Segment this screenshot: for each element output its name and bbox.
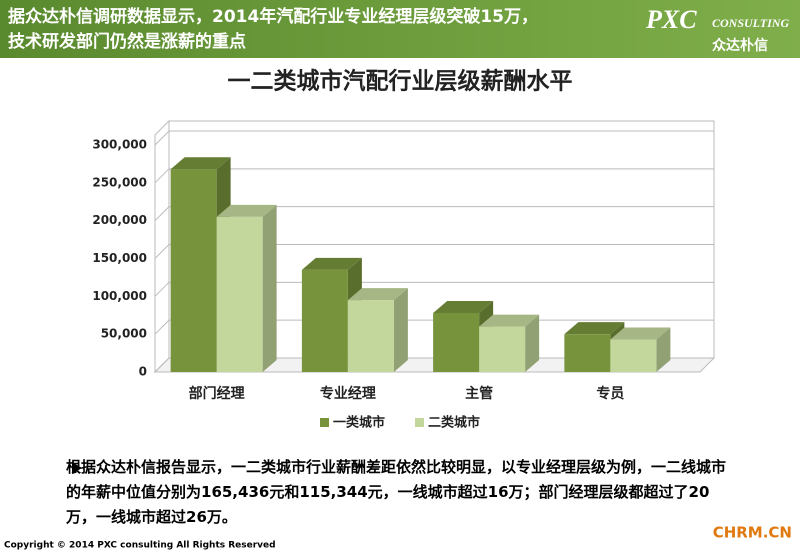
y-tick-label: 50,000: [101, 327, 147, 341]
legend-swatch: [415, 418, 424, 427]
bar-top: [170, 157, 231, 170]
bar-front: [216, 216, 263, 372]
bar-front: [347, 300, 394, 372]
bar: [216, 204, 277, 372]
bar-front: [610, 339, 657, 372]
logo: PXC: [645, 5, 697, 34]
bar: [479, 314, 540, 372]
bar-front: [301, 269, 348, 372]
legend-swatch: [320, 418, 329, 427]
bar-side: [262, 204, 277, 372]
site-mark: CHRM.CN: [713, 524, 792, 542]
plot: 0 50,000 100,000 150,000 200,000 250,000 300,0…: [92, 119, 716, 431]
x-tick-label: 主管: [465, 385, 493, 402]
bar-front: [564, 334, 611, 372]
bar-front: [479, 326, 526, 372]
y-tick-label: 300,000: [92, 138, 147, 152]
header-band: [0, 0, 800, 58]
copyright: Copyright © 2014 PXC consulting All Righ…: [4, 541, 276, 551]
chart-title: 一二类城市汽配行业层级薪酬水平: [228, 68, 573, 95]
legend-label: 一类城市: [333, 415, 385, 431]
bullet-icon: [72, 462, 82, 474]
bar-top: [216, 204, 277, 217]
legend-label: 二类城市: [428, 415, 480, 431]
grid-line: [154, 244, 714, 259]
bar-side: [525, 314, 540, 372]
header-line: 技术研发部门仍然是涨薪的重点: [8, 31, 246, 52]
bar-front: [433, 312, 480, 372]
grid-line: [154, 168, 714, 184]
logo-cn: 众达朴信: [712, 37, 768, 54]
bar: [347, 288, 408, 372]
y-tick-label: 250,000: [92, 175, 147, 189]
bar-side: [393, 288, 408, 372]
bar-top: [433, 300, 494, 313]
x-tick-label: 专业经理: [320, 385, 376, 402]
y-tick-label: 200,000: [92, 213, 147, 227]
y-tick-label: 0: [139, 365, 147, 379]
bar-side: [656, 327, 671, 372]
grid-line: [154, 130, 714, 146]
y-tick-label: 150,000: [92, 251, 147, 265]
x-tick-label: 专员: [596, 385, 624, 402]
y-tick-label: 100,000: [92, 289, 147, 303]
logo-sub: CONSULTING: [712, 16, 789, 30]
grid-line: [154, 281, 714, 297]
bar: [610, 327, 671, 372]
x-tick-label: 部门经理: [189, 385, 245, 402]
bar-top: [479, 314, 540, 327]
bar-front: [170, 169, 217, 372]
grid-line: [154, 206, 714, 222]
bar-top: [301, 257, 362, 270]
bar-top: [564, 322, 625, 335]
bar-top: [347, 288, 408, 301]
bar-top: [610, 327, 671, 340]
header-line: 据众达朴信调研数据显示，2014年汽配行业专业经理层级突破15万，: [8, 6, 538, 27]
note: 根据众达朴信报告显示，一二类城市行业薪酬差距依然比较明显，以专业经理层级为例，一…: [66, 458, 727, 526]
